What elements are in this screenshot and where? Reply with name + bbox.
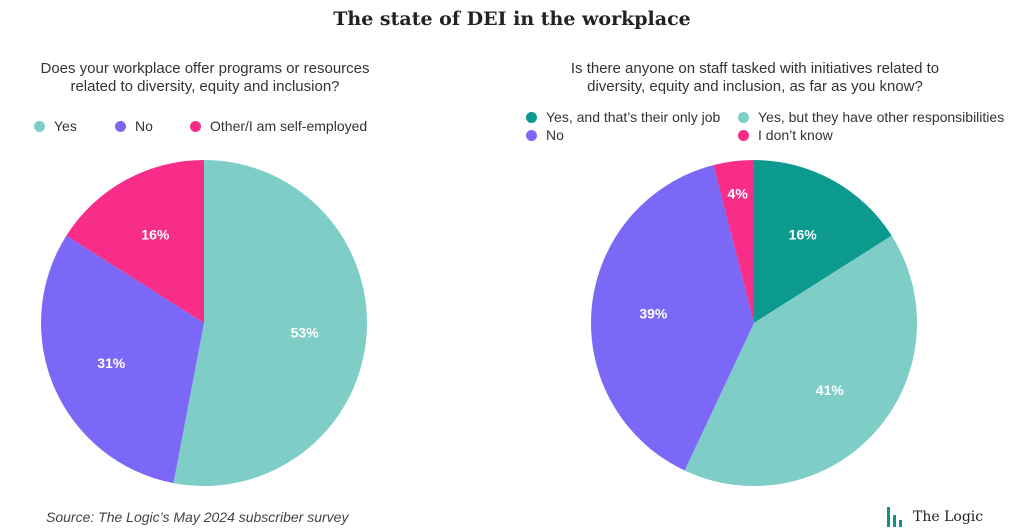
- pie-slice-label: 31%: [97, 355, 126, 371]
- left-legend-item-yes: Yes: [34, 118, 77, 134]
- left-question-line-2: related to diversity, equity and inclusi…: [70, 78, 340, 95]
- legend-dot: [738, 129, 749, 141]
- pie-slice: [173, 160, 368, 486]
- legend-dot: [526, 129, 537, 141]
- legend-label: No: [135, 118, 153, 134]
- chart-title: The state of DEI in the workplace: [333, 8, 691, 30]
- legend-dot: [34, 120, 45, 132]
- legend-dot: [190, 120, 201, 132]
- right-legend-item-only-job: Yes, and that’s their only job: [526, 109, 720, 125]
- right-question-line-1: Is there anyone on staff tasked with ini…: [570, 60, 940, 77]
- brand-name: The Logic: [913, 509, 984, 525]
- legend-label: Yes: [54, 118, 77, 134]
- legend-dot: [115, 120, 126, 132]
- left-question-line-1: Does your workplace offer programs or re…: [40, 60, 370, 77]
- right-question: Is there anyone on staff tasked with ini…: [500, 60, 1010, 96]
- pie-slice: [684, 235, 917, 487]
- pie-slice-label: 4%: [728, 186, 749, 202]
- pie-slice: [66, 160, 205, 323]
- pie-slice: [754, 160, 892, 323]
- left-legend-item-no: No: [115, 118, 153, 134]
- right-legend-item-other-resp: Yes, but they have other responsibilitie…: [738, 109, 1004, 125]
- legend-dot: [526, 111, 537, 123]
- pie-slice-label: 16%: [141, 226, 170, 242]
- pie-slice: [40, 235, 204, 484]
- right-legend-item-no: No: [526, 127, 564, 143]
- pie-slice: [713, 160, 754, 323]
- source-note: Source: The Logic’s May 2024 subscriber …: [46, 509, 349, 525]
- brand-logo: The Logic: [887, 507, 983, 527]
- left-legend-item-other: Other/I am self-employed: [190, 118, 367, 134]
- pie-slice-label: 53%: [291, 325, 320, 341]
- pie-slice-label: 16%: [789, 226, 818, 242]
- legend-label: Yes, and that’s their only job: [546, 109, 721, 125]
- right-legend-item-dont-know: I don’t know: [738, 127, 833, 143]
- left-question: Does your workplace offer programs or re…: [0, 60, 410, 96]
- pie-slice-label: 41%: [816, 382, 845, 398]
- legend-label: Yes, but they have other responsibilitie…: [758, 109, 1005, 125]
- legend-label: No: [546, 127, 564, 143]
- right-question-line-2: diversity, equity and inclusion, as far …: [587, 78, 923, 95]
- pie-slice: [591, 165, 754, 471]
- legend-dot: [738, 111, 749, 123]
- legend-label: I don’t know: [758, 127, 833, 143]
- logo-bars-icon: [887, 507, 905, 527]
- legend-label: Other/I am self-employed: [210, 118, 368, 134]
- pie-slice-label: 39%: [639, 305, 668, 321]
